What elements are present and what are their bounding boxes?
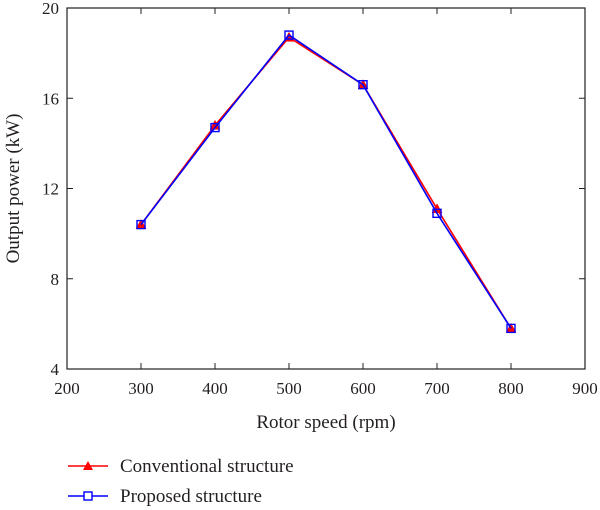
series-line-proposed bbox=[140, 34, 512, 329]
legend-item-conventional: Conventional structure bbox=[68, 456, 294, 477]
x-tick-label: 500 bbox=[276, 379, 302, 398]
x-tick-label: 300 bbox=[128, 379, 154, 398]
x-tick-label: 600 bbox=[350, 379, 376, 398]
x-tick-label: 200 bbox=[54, 379, 80, 398]
y-tick-label: 20 bbox=[42, 0, 59, 18]
x-tick-label: 700 bbox=[424, 379, 450, 398]
x-tick-label: 800 bbox=[498, 379, 524, 398]
x-tick-label: 400 bbox=[202, 379, 228, 398]
legend-square-marker bbox=[83, 491, 93, 501]
y-axis-label: Output power (kW) bbox=[3, 114, 24, 264]
x-tick-label: 900 bbox=[572, 379, 598, 398]
y-tick-label: 4 bbox=[51, 360, 60, 379]
data-point-square bbox=[432, 208, 442, 219]
plot-frame bbox=[66, 7, 586, 370]
data-point-square bbox=[284, 30, 294, 40]
legend-label-conventional: Conventional structure bbox=[120, 456, 294, 477]
data-point-square bbox=[358, 80, 368, 90]
legend: Conventional structure Proposed structur… bbox=[68, 456, 294, 507]
data-point-square bbox=[136, 219, 146, 230]
legend-triangle-marker bbox=[83, 461, 93, 470]
data-point-square bbox=[210, 122, 220, 133]
y-tick-label: 12 bbox=[42, 180, 59, 199]
series-line-conventional bbox=[140, 36, 512, 329]
y-tick-label: 8 bbox=[51, 270, 60, 289]
legend-label-proposed: Proposed structure bbox=[120, 486, 262, 507]
data-point-square bbox=[506, 323, 516, 334]
x-axis-label: Rotor speed (rpm) bbox=[256, 412, 395, 433]
plot-area: 200 300 400 500 600 700 800 900 4 8 12 16 20 bbox=[42, 0, 598, 398]
y-tick-label: 16 bbox=[42, 89, 59, 108]
legend-item-proposed: Proposed structure bbox=[68, 486, 262, 507]
